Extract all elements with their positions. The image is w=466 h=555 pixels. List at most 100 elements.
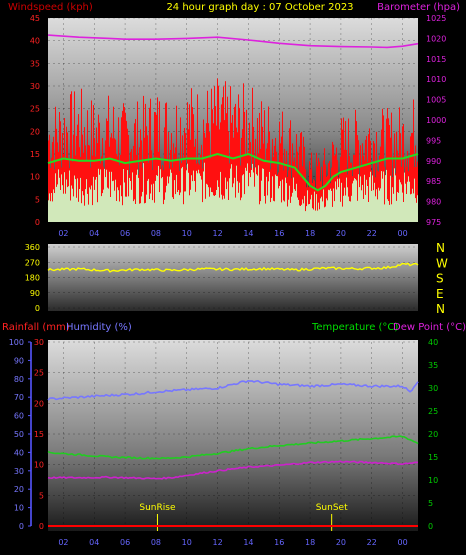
wind-gust-bar [102,193,103,222]
wind-gust-bar [179,195,180,222]
wind-gust-bar [231,164,232,222]
windspeed-bar [296,134,297,222]
windspeed-bar [141,140,142,222]
wind-gust-bar [235,197,236,222]
wind-gust-bar [338,187,339,222]
wind-gust-bar [323,189,324,222]
windspeed-bar [89,145,90,222]
wind-gust-bar [290,202,291,222]
windspeed-bar [224,120,225,222]
windspeed-bar [297,151,298,222]
wind-gust-bar [195,191,196,222]
windspeed-bar [125,112,126,222]
temperature-tick-label: 35 [428,361,438,370]
windspeed-bar [412,132,413,222]
wind-gust-bar [98,168,99,222]
wind-gust-bar [79,189,80,222]
wind-gust-bar [70,200,71,222]
sun-event-label: SunSet [316,503,348,513]
wind-gust-bar [347,187,348,222]
time-tick-label: 00 [397,538,407,547]
wind-gust-bar [180,192,181,222]
windspeed-bar [243,83,244,222]
wind-gust-bar [155,180,156,222]
windspeed-bar [88,145,89,222]
wind-gust-bar [199,173,200,222]
windspeed-bar [410,136,411,222]
windspeed-bar [355,109,356,222]
wind-gust-bar [389,204,390,222]
wind-gust-bar [108,188,109,222]
wind-gust-bar [157,175,158,222]
wind-gust-bar [184,191,185,222]
wind-gust-bar [112,181,113,222]
wind-gust-bar [61,174,62,222]
windspeed-tick-label: 30 [30,82,40,91]
wind-gust-bar [88,204,89,222]
wind-gust-bar [122,205,123,222]
wind-gust-bar [255,167,256,222]
windspeed-bar [365,139,366,222]
windspeed-bar [298,169,299,222]
wind-gust-bar [400,182,401,222]
windspeed-bar [163,170,164,222]
wind-gust-bar [324,207,325,222]
wind-gust-bar [404,172,405,222]
wind-gust-bar [304,195,305,222]
wind-gust-bar [185,191,186,222]
wind-gust-bar [213,195,214,222]
windspeed-bar [384,166,385,222]
wind-gust-bar [325,206,326,222]
windspeed-bar [321,166,322,222]
windspeed-bar [140,129,141,222]
windspeed-bar [343,117,344,222]
windspeed-bar [230,86,231,222]
wind-gust-bar [302,199,303,222]
windspeed-bar [101,156,102,222]
wind-gust-bar [390,175,391,222]
wind-gust-bar [307,190,308,222]
windspeed-bar [206,123,207,222]
windspeed-bar [172,167,173,222]
direction-tick-label: 270 [25,258,40,267]
wind-gust-bar [54,193,55,222]
windspeed-bar [112,138,113,222]
temperature-tick-label: 15 [428,453,438,462]
wind-gust-bar [96,177,97,222]
windspeed-bar [59,112,60,222]
wind-gust-bar [221,194,222,222]
wind-gust-bar [65,193,66,222]
wind-gust-bar [339,178,340,222]
windspeed-bar [175,147,176,222]
windspeed-bar [64,118,65,222]
wind-gust-bar [391,204,392,222]
windspeed-bar [178,157,179,222]
windspeed-bar [325,164,326,222]
wind-gust-bar [275,174,276,222]
wind-gust-bar [115,179,116,222]
windspeed-bar [191,88,192,222]
time-tick-label: 10 [182,538,192,547]
temperature-tick-label: 5 [428,499,433,508]
wind-gust-bar [407,181,408,222]
compass-label: W [436,256,448,270]
wind-gust-bar [284,201,285,222]
windspeed-bar [393,155,394,222]
wind-gust-bar [381,171,382,222]
wind-gust-bar [365,194,366,222]
compass-label: S [436,272,444,286]
sun-event-label: SunRise [139,503,176,513]
wind-gust-bar [91,185,92,222]
wind-gust-bar [117,187,118,222]
wind-gust-bar [346,177,347,222]
wind-gust-bar [202,202,203,222]
windspeed-bar [264,110,265,222]
wind-gust-bar [63,193,64,222]
wind-gust-bar [52,201,53,222]
windspeed-bar [121,117,122,222]
compass-label: E [436,287,444,301]
windspeed-bar [288,170,289,222]
windspeed-bar [265,161,266,222]
windspeed-bar [74,91,75,223]
